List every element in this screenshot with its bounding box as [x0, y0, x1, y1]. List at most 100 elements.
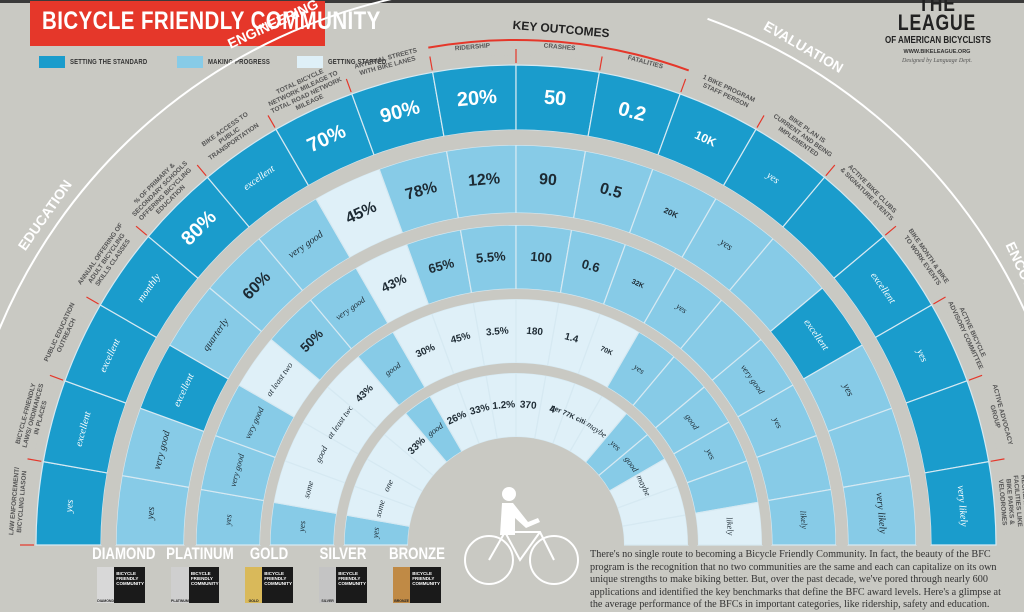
- badge-text: BICYCLE FRIENDLY COMMUNITY: [190, 571, 219, 586]
- cell-value: 70K: [599, 345, 614, 357]
- cell-value: yes: [223, 513, 234, 526]
- category-divider-tick: [49, 374, 64, 381]
- badge-wheel-icon: PLATINUM: [171, 567, 189, 603]
- cell-value: 33%: [469, 402, 491, 418]
- legend-label: GETTING STARTED: [328, 58, 387, 66]
- bicycle-rider-icon: [464, 487, 579, 585]
- legend-label: MAKING PROGRESS: [207, 58, 271, 66]
- cell-value: 3.5%: [486, 325, 510, 338]
- cell-value: 1.4: [563, 331, 580, 345]
- badge-text: BICYCLE FRIENDLY COMMUNITY: [116, 571, 144, 586]
- category-divider-tick: [968, 374, 983, 381]
- award-level-name: BRONZE: [389, 544, 445, 563]
- cell-value: one: [381, 478, 395, 494]
- award-level-bronze: BRONZE BRONZE BICYCLE FRIENDLY COMMUNITY: [380, 544, 454, 603]
- cell-value: very likely: [874, 492, 889, 535]
- category-divider-tick: [429, 56, 433, 71]
- legend-swatch: [176, 56, 203, 68]
- cell-value: yes: [704, 446, 718, 462]
- category-label: CRASHES: [543, 42, 576, 52]
- cell-value: some: [301, 479, 315, 499]
- league-url[interactable]: WWW.BIKELEAGUE.ORG: [903, 49, 971, 55]
- badge-text: BICYCLE FRIENDLY COMMUNITY: [264, 571, 292, 586]
- category-divider-tick: [27, 458, 42, 462]
- award-level-name: SILVER: [319, 544, 367, 563]
- badge-level-tag: SILVER: [319, 599, 337, 603]
- cell-value: 32K: [630, 278, 645, 290]
- cell-value: likely: [798, 510, 810, 529]
- award-level-gold: GOLD GOLD BICYCLE FRIENDLY COMMUNITY: [232, 544, 306, 603]
- category-divider-tick: [196, 164, 207, 177]
- category-label: RIDERSHIP: [455, 42, 492, 52]
- cell-value: 5.5%: [475, 248, 506, 266]
- award-badge: PLATINUM BICYCLE FRIENDLY COMMUNITY: [171, 567, 219, 603]
- category-divider-tick: [756, 115, 765, 128]
- cell-value: very likely: [955, 485, 970, 528]
- cell-value: yes: [914, 347, 930, 364]
- legend-swatch: [297, 56, 323, 68]
- top-edge-bar: [0, 0, 1024, 3]
- league-subtitle: OF AMERICAN BICYCLISTS: [885, 35, 991, 46]
- intro-paragraph: There's no single route to becoming a Bi…: [590, 549, 1001, 610]
- award-level-name: PLATINUM: [166, 544, 234, 563]
- award-level-platinum: PLATINUM PLATINUM BICYCLE FRIENDLY COMMUNI…: [158, 544, 234, 603]
- cell-value: 0.6: [580, 256, 601, 275]
- group-arc: [428, 39, 690, 72]
- cell-value: 45%: [450, 330, 472, 346]
- legend-item-making-progress: MAKING PROGRESS: [176, 56, 281, 68]
- group-arc: [875, 115, 1024, 312]
- cell-value: 20%: [456, 86, 498, 111]
- badge-level-tag: PLATINUM: [171, 599, 189, 603]
- badge-wheel-icon: GOLD: [245, 567, 263, 603]
- badge-level-tag: DIAMOND: [97, 599, 115, 603]
- award-badge: BRONZE BICYCLE FRIENDLY COMMUNITY: [393, 567, 441, 603]
- badge-wheel-icon: BRONZE: [393, 567, 411, 603]
- legend-swatch: [39, 56, 65, 68]
- cell-value: yes: [370, 526, 381, 539]
- category-divider-tick: [135, 225, 148, 236]
- category-label: RECREATIONALFACILITIES LIKEBIKE PARKS &V…: [997, 474, 1024, 529]
- award-badge: SILVER BICYCLE FRIENDLY COMMUNITY: [319, 567, 367, 603]
- award-levels: DIAMOND DIAMOND BICYCLE FRIENDLY COMMUNITY…: [84, 544, 454, 603]
- group-arc: [155, 0, 393, 117]
- cell-value: some: [373, 499, 387, 519]
- cell-value: 90: [538, 171, 557, 190]
- category-divider-tick: [86, 296, 99, 305]
- cell-value: yes: [145, 506, 157, 521]
- badge-text: BICYCLE FRIENDLY COMMUNITY: [412, 571, 440, 586]
- page-title: BICYCLE FRIENDLY COMMUNITY: [42, 7, 381, 35]
- cell-value: 180: [526, 326, 544, 338]
- award-badge: DIAMOND BICYCLE FRIENDLY COMMUNITY: [97, 567, 145, 603]
- cell-value: yes: [64, 499, 76, 514]
- design-credit: Designed by Language Dept.: [902, 58, 972, 64]
- cell-value: 1.2%: [492, 399, 516, 412]
- legend-item-setting-standard: SETTING THE STANDARD: [39, 56, 161, 68]
- badge-level-tag: GOLD: [245, 599, 263, 603]
- category-divider-tick: [933, 296, 946, 305]
- award-level-silver: SILVER SILVER BICYCLE FRIENDLY COMMUNITY: [306, 544, 380, 603]
- league-logo: THE LEAGUE OF AMERICAN BICYCLISTS WWW.BI…: [872, 0, 1002, 64]
- league-name: THE LEAGUE: [897, 0, 977, 35]
- group-arc: [0, 115, 157, 331]
- cell-value: 12%: [467, 170, 500, 190]
- legend-item-getting-started: GETTING STARTED: [297, 56, 397, 68]
- center-disc: [408, 437, 624, 601]
- cell-value: yes: [296, 520, 307, 533]
- cell-value: likely: [724, 517, 736, 536]
- category-divider-tick: [884, 225, 897, 236]
- legend-label: SETTING THE STANDARD: [70, 58, 148, 66]
- badge-level-tag: BRONZE: [393, 599, 411, 603]
- category-label: LAW ENFORCEMENT/BICYCLING LIASON: [8, 467, 29, 536]
- category-divider-tick: [680, 78, 687, 93]
- badge-wheel-icon: DIAMOND: [97, 567, 115, 603]
- cell-value: yes: [840, 381, 856, 398]
- cell-value: 370: [519, 399, 537, 411]
- category-divider-tick: [990, 458, 1005, 462]
- award-level-diamond: DIAMOND DIAMOND BICYCLE FRIENDLY COMMUNITY: [84, 544, 158, 603]
- award-badge: GOLD BICYCLE FRIENDLY COMMUNITY: [245, 567, 293, 603]
- badge-wheel-icon: SILVER: [319, 567, 337, 603]
- category-divider-tick: [825, 164, 836, 177]
- cell-value: 50: [543, 87, 567, 111]
- cell-value: 4: [548, 404, 557, 416]
